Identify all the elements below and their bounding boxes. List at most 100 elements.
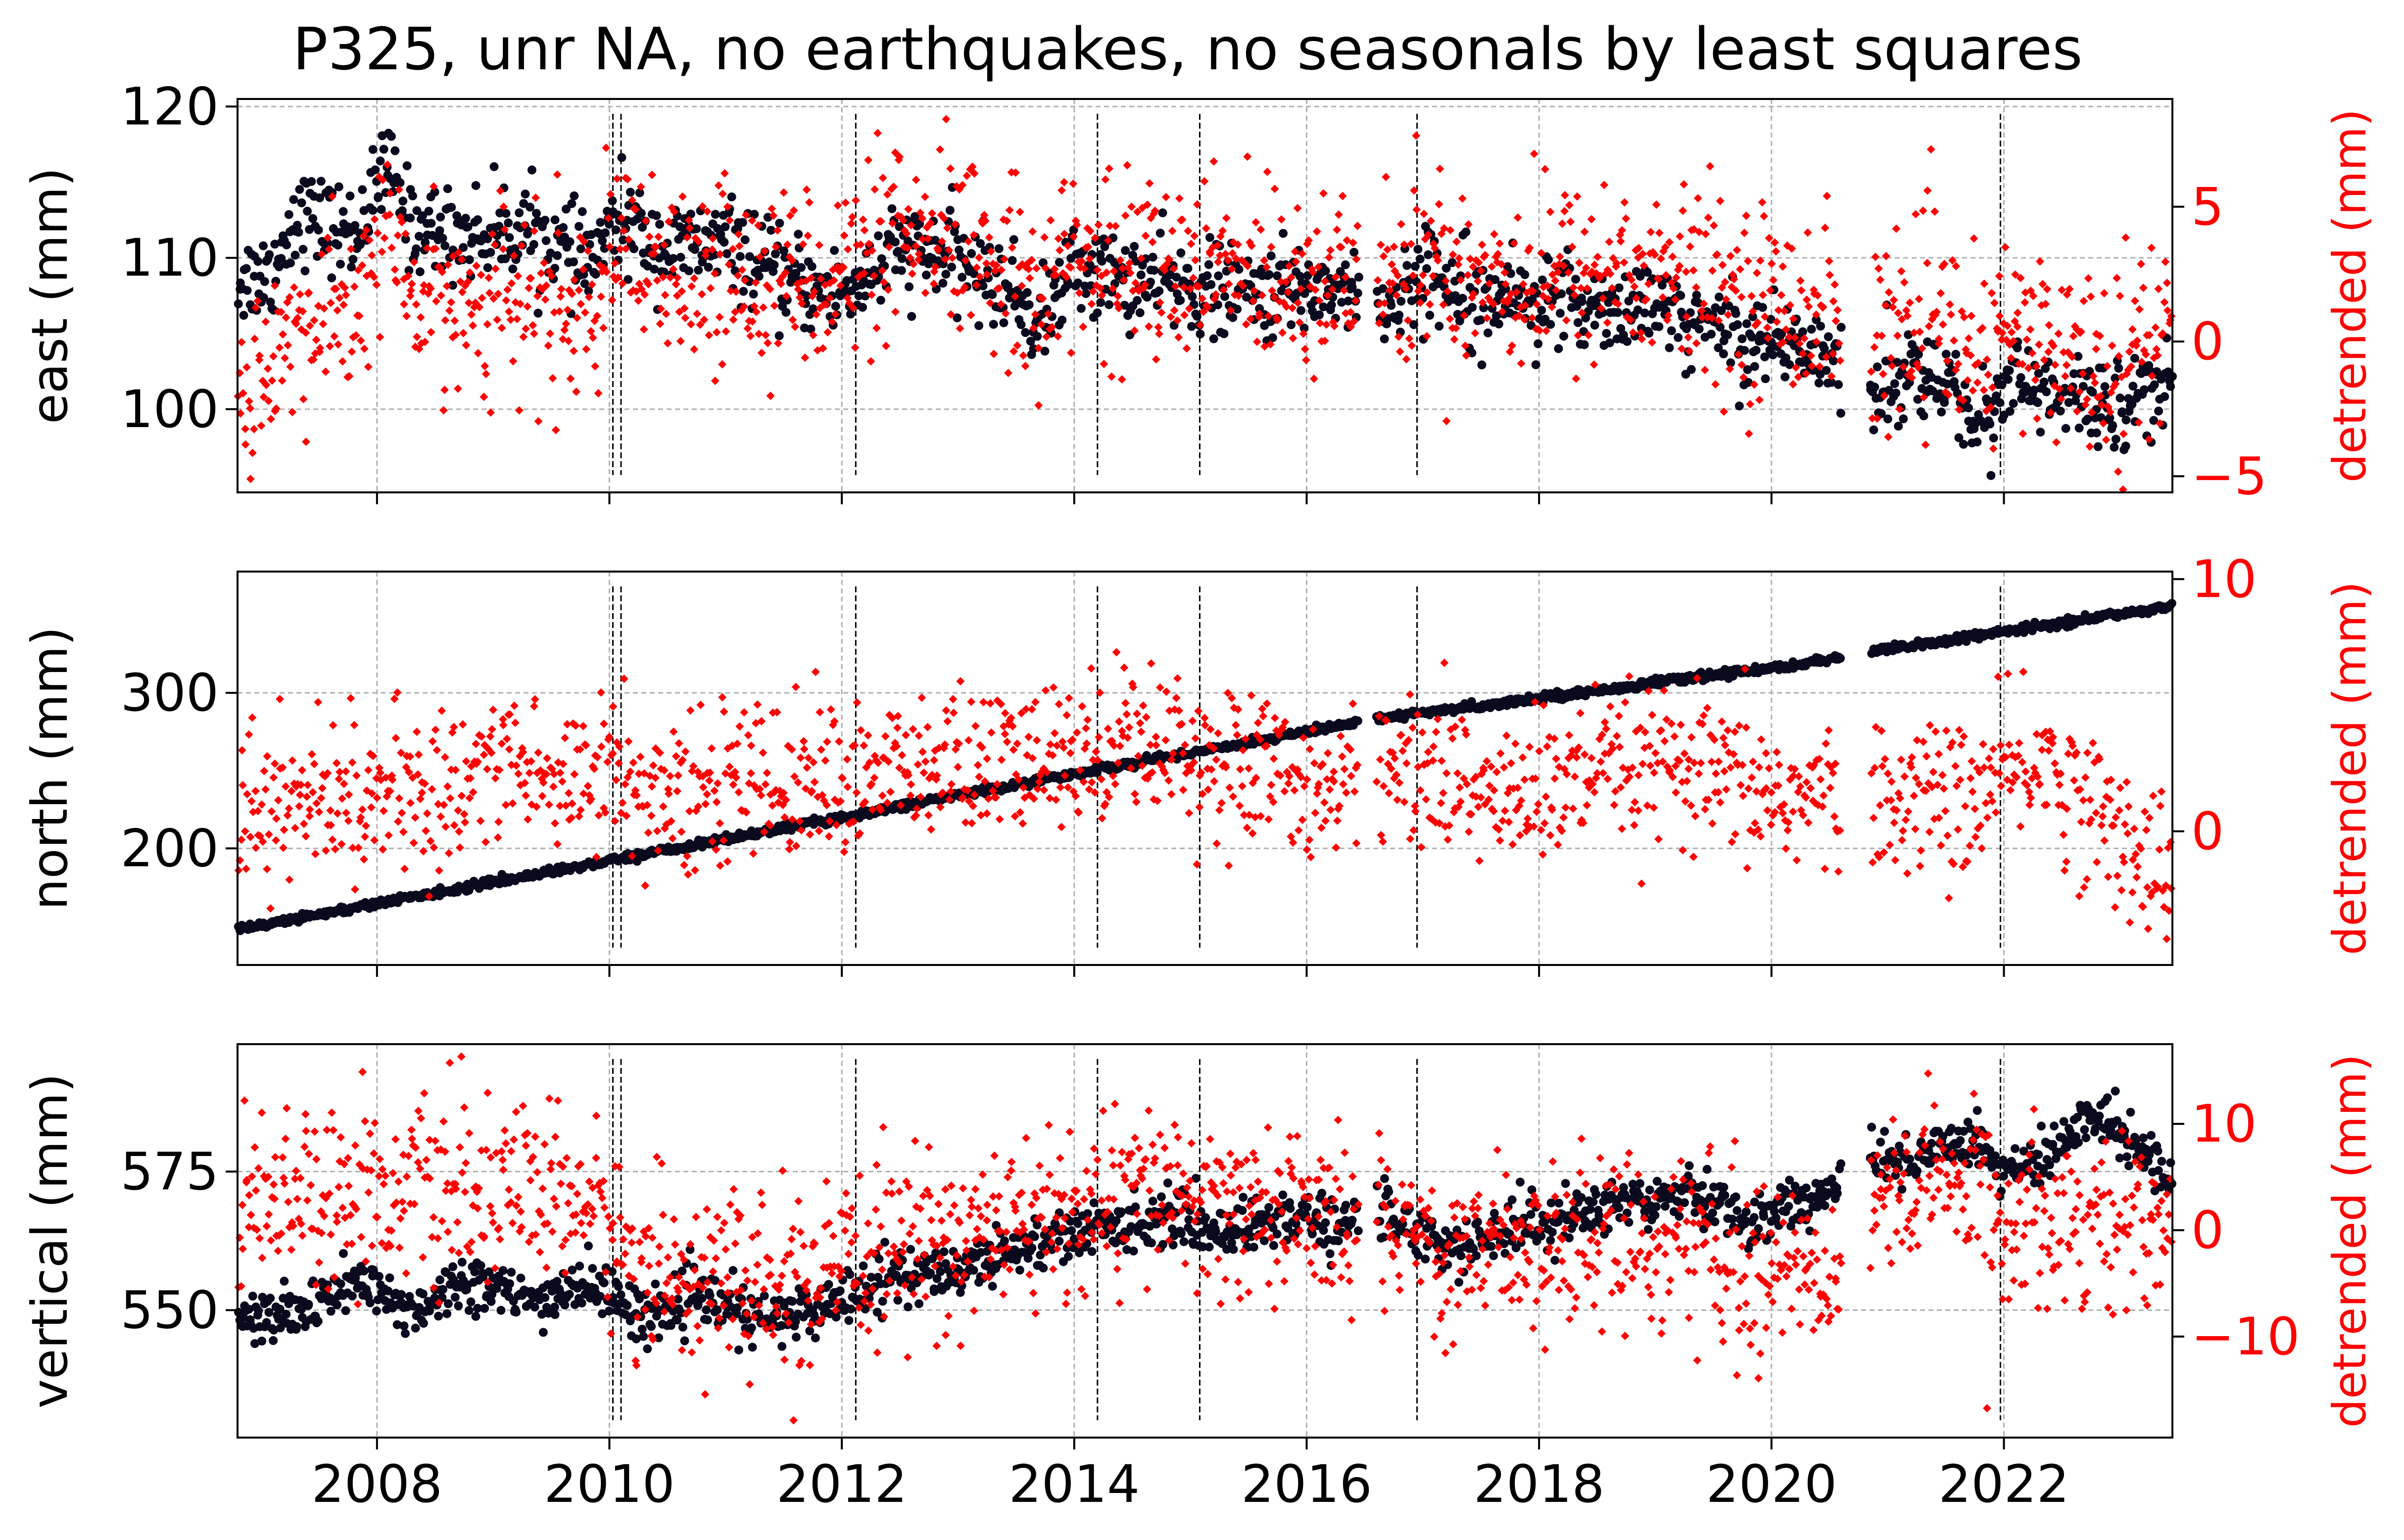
position-point <box>711 210 720 219</box>
position-point <box>401 235 410 244</box>
position-point <box>1213 300 1222 309</box>
position-point <box>415 267 425 277</box>
position-point <box>1219 329 1229 338</box>
position-point <box>907 312 916 321</box>
position-point <box>2093 442 2103 451</box>
position-point <box>2154 406 2164 416</box>
position-point <box>1135 308 1145 317</box>
position-point <box>1959 439 1968 449</box>
position-point <box>895 222 904 231</box>
position-point <box>897 254 907 263</box>
position-point <box>722 249 731 258</box>
position-point <box>967 249 976 258</box>
position-point <box>448 281 457 290</box>
position-point <box>297 198 306 207</box>
position-point <box>1424 250 1433 259</box>
position-point <box>1501 284 1510 293</box>
position-point <box>334 182 343 192</box>
position-point <box>1538 275 1547 285</box>
position-point <box>350 221 360 230</box>
position-point <box>1415 254 1425 264</box>
position-point <box>371 165 380 175</box>
position-point <box>1554 344 1563 353</box>
position-point <box>1527 321 1536 330</box>
position-point <box>891 238 900 247</box>
chart-title: P325, unr NA, no earthquakes, no seasona… <box>292 15 2082 83</box>
y-tick-label: 110 <box>120 228 219 288</box>
position-point <box>2009 399 2018 408</box>
position-point <box>303 206 312 216</box>
position-point <box>1354 273 1363 282</box>
position-point <box>1531 360 1540 370</box>
position-point <box>1234 265 1244 274</box>
position-point <box>412 206 422 215</box>
position-point <box>242 286 252 295</box>
position-point <box>1176 295 1185 305</box>
position-point <box>355 240 365 249</box>
position-point <box>504 218 513 228</box>
position-point <box>1220 292 1229 301</box>
position-point <box>830 246 839 255</box>
position-point <box>315 193 324 202</box>
position-point <box>1824 332 1833 341</box>
position-point <box>1455 316 1464 326</box>
position-point <box>1951 349 1961 359</box>
position-point <box>461 214 470 223</box>
position-point <box>2116 393 2125 403</box>
position-point <box>1093 308 1102 318</box>
position-point <box>424 206 433 216</box>
position-point <box>402 161 412 170</box>
position-point <box>2110 442 2119 452</box>
position-point <box>1807 325 1816 334</box>
position-point <box>347 262 356 272</box>
position-point <box>1310 296 1319 305</box>
position-point <box>1590 321 1599 330</box>
y-tick-label: 120 <box>120 76 219 137</box>
position-point <box>282 240 291 249</box>
position-point <box>941 270 951 279</box>
position-point <box>524 227 533 236</box>
position-point <box>1055 258 1064 267</box>
position-point <box>598 236 607 245</box>
position-point <box>1768 350 1778 360</box>
position-point <box>1299 323 1309 333</box>
position-point <box>508 264 518 274</box>
position-point <box>794 230 803 239</box>
position-point <box>1016 320 1026 330</box>
position-point <box>404 266 414 275</box>
position-point <box>546 248 555 258</box>
position-point <box>1674 333 1683 342</box>
position-point <box>435 226 444 235</box>
position-point <box>1559 332 1568 341</box>
position-point <box>809 304 818 313</box>
position-point <box>1761 374 1770 384</box>
position-point <box>797 263 806 272</box>
position-point <box>989 320 998 329</box>
position-point <box>1836 323 1846 332</box>
position-point <box>1985 419 1995 429</box>
position-point <box>1731 309 1740 318</box>
position-point <box>1209 334 1218 343</box>
position-point <box>2039 378 2049 386</box>
position-point <box>465 255 474 264</box>
position-point <box>887 204 897 213</box>
position-point <box>1494 319 1503 329</box>
position-point <box>1458 293 1467 303</box>
position-point <box>754 272 764 281</box>
position-point <box>1686 365 1696 374</box>
position-point <box>1183 264 1193 273</box>
position-point <box>2061 424 2070 433</box>
position-point <box>1733 320 1742 330</box>
position-point <box>584 287 593 296</box>
y-right-tick-label: 0 <box>2191 311 2224 372</box>
position-point <box>501 209 511 218</box>
y-right-tick-label: 5 <box>2191 177 2224 237</box>
position-point <box>953 313 962 323</box>
position-point <box>1396 296 1406 306</box>
position-point <box>1341 260 1350 270</box>
position-point <box>294 228 303 237</box>
position-point <box>2033 398 2042 407</box>
position-point <box>1581 313 1590 323</box>
position-point <box>253 257 263 266</box>
